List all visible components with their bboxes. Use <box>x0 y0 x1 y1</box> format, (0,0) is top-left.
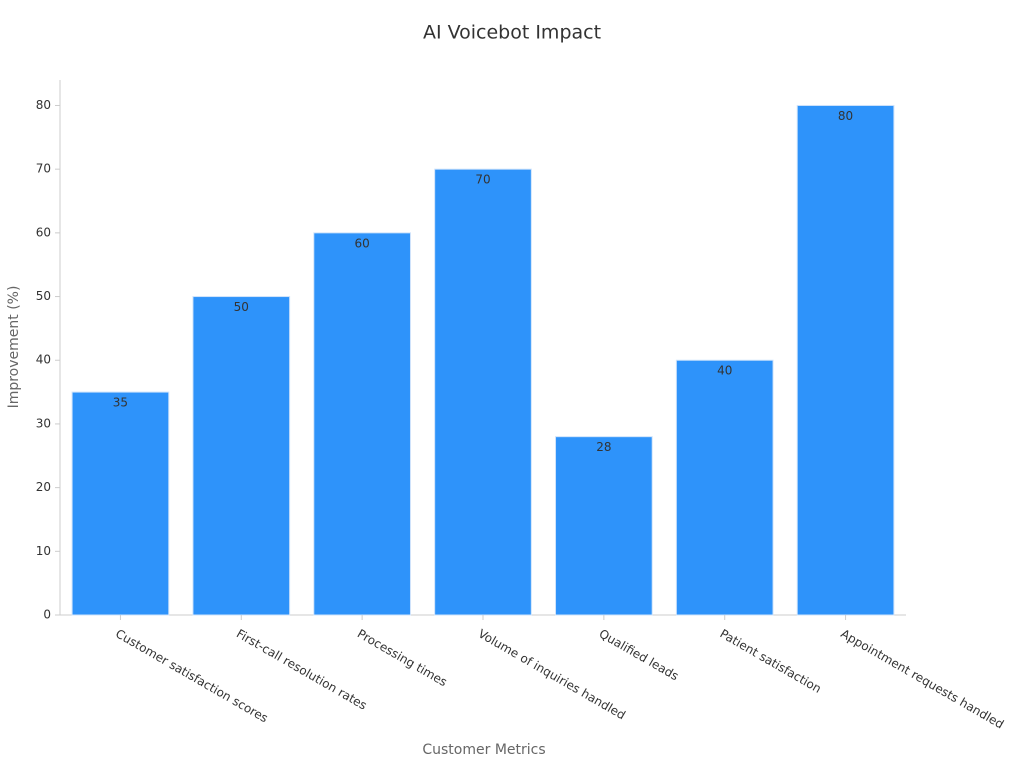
x-tick-label: Processing times <box>355 627 450 690</box>
value-label: 70 <box>475 173 490 187</box>
bar <box>796 104 895 616</box>
bar <box>313 232 411 616</box>
y-tick-label: 30 <box>36 416 51 430</box>
x-tick-label: Appointment requests handled <box>838 627 1006 732</box>
y-tick-label: 20 <box>36 480 51 494</box>
value-label: 35 <box>113 396 128 410</box>
value-label: 50 <box>234 300 249 314</box>
value-label: 80 <box>838 109 853 123</box>
bar <box>555 436 653 616</box>
y-axis-label: Improvement (%) <box>6 286 22 409</box>
y-tick-label: 80 <box>36 98 51 112</box>
bar <box>675 359 774 616</box>
bar <box>192 296 291 616</box>
value-label: 60 <box>355 236 370 250</box>
x-tick-label: Qualified leads <box>597 627 681 684</box>
y-tick-label: 50 <box>36 289 51 303</box>
value-label: 40 <box>717 364 732 378</box>
y-tick-label: 10 <box>36 544 51 558</box>
y-tick-label: 60 <box>36 225 51 239</box>
bar <box>71 391 170 616</box>
x-tick-label: First-call resolution rates <box>234 627 369 713</box>
chart-title: AI Voicebot Impact <box>423 22 601 44</box>
y-tick-label: 70 <box>36 162 51 176</box>
y-tick-label: 0 <box>43 608 51 622</box>
y-tick-label: 40 <box>36 353 51 367</box>
value-label: 28 <box>596 440 611 454</box>
bar <box>434 168 532 616</box>
x-axis-label: Customer Metrics <box>422 742 545 758</box>
x-tick-label: Patient satisfaction <box>717 627 823 696</box>
